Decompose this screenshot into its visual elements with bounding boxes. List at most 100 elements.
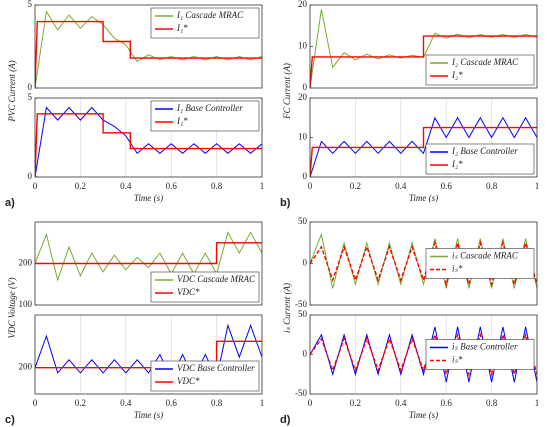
y-tick-label: 100: [19, 299, 33, 309]
panel-label: b): [280, 197, 291, 209]
series-group: [310, 9, 537, 88]
panel-label: c): [5, 414, 15, 426]
x-tick-label: 0.4: [395, 181, 407, 191]
axes-frame: [309, 4, 538, 89]
y-tick-label: 0: [303, 258, 308, 268]
legend-label: VDC Base Controller: [177, 363, 255, 373]
legend-label: I₂*: [451, 70, 463, 80]
data-line: [35, 242, 262, 265]
y-tick-label: 200: [19, 258, 33, 268]
y-tick-label: 5: [28, 92, 33, 102]
y-tick-label: -50: [295, 388, 307, 398]
legend-label: iₛ Base Controller: [452, 342, 518, 352]
x-axis-label: Time (s): [409, 193, 438, 203]
y-tick-label: 0: [303, 349, 308, 359]
x-tick-label: 0.6: [441, 181, 453, 191]
y-axis-label: PVC Current (A): [7, 60, 17, 122]
series-group: [310, 116, 537, 177]
axes-frame: [309, 314, 538, 395]
x-tick-label: 0: [33, 398, 38, 408]
axes-frame: [34, 97, 263, 178]
x-tick-label: 1: [260, 398, 265, 408]
legend-box: [150, 7, 260, 39]
x-tick-label: 0.2: [75, 398, 86, 408]
legend-label: VDC Cascade MRAC: [177, 274, 256, 284]
y-tick-label: 20: [298, 0, 308, 9]
axes-frame: [309, 221, 538, 306]
data-line: [35, 340, 262, 369]
y-axis-label: VDC Voltage (V): [7, 278, 17, 339]
legend-box: [425, 248, 535, 279]
y-tick-label: -50: [295, 299, 307, 309]
x-tick-label: 0.6: [166, 181, 178, 191]
legend-label: I₁ Cascade MRAC: [176, 10, 244, 20]
x-tick-label: 0: [308, 181, 313, 191]
x-tick-label: 0.2: [350, 181, 361, 191]
x-tick-label: 0.4: [120, 181, 132, 191]
y-tick-label: 5: [28, 0, 33, 9]
legend-box: [150, 271, 260, 303]
data-line: [310, 116, 537, 177]
x-tick-label: 0.2: [75, 181, 86, 191]
x-axis-label: Time (s): [134, 193, 163, 203]
y-tick-label: 200: [19, 362, 33, 372]
y-tick-label: 10: [298, 41, 308, 51]
x-tick-label: 0.8: [211, 181, 223, 191]
legend-label: I₂ Cascade MRAC: [451, 57, 519, 67]
x-axis-label: Time (s): [134, 410, 163, 420]
axes-frame: [34, 4, 263, 89]
axes-frame: [34, 314, 263, 395]
x-tick-label: 1: [535, 398, 540, 408]
legend-label: VDC*: [177, 287, 200, 297]
y-tick-label: 0: [303, 82, 308, 92]
data-line: [35, 113, 262, 177]
y-tick-label: 0: [303, 171, 308, 181]
data-line: [35, 323, 262, 380]
y-axis-label: FC Current (A): [282, 63, 292, 120]
y-tick-label: 50: [298, 216, 308, 226]
x-tick-label: 0.8: [486, 181, 498, 191]
y-tick-label: 0: [28, 171, 33, 181]
x-tick-label: 0.8: [211, 398, 223, 408]
data-line: [310, 126, 537, 177]
legend-label: VDC*: [177, 376, 200, 386]
data-line: [310, 35, 537, 88]
y-axis-label: iₛ Current (A): [282, 283, 292, 333]
legend-label: I₂*: [451, 159, 463, 169]
y-tick-label: 0: [28, 82, 33, 92]
legend-box: [425, 54, 535, 86]
panel-label: d): [280, 414, 291, 426]
legend-box: [425, 143, 535, 175]
axes-frame: [309, 97, 538, 178]
x-tick-label: 0.4: [120, 398, 132, 408]
legend-label: I₁ Base Controller: [176, 103, 243, 113]
legend-label: iₛ Cascade MRAC: [452, 251, 519, 261]
legend-box: [150, 360, 260, 392]
x-tick-label: 0.6: [441, 398, 453, 408]
legend-label: I₁*: [176, 116, 188, 126]
data-line: [35, 106, 262, 177]
legend-label: I₁*: [176, 23, 188, 33]
series-group: [35, 10, 262, 88]
series-group: [35, 106, 262, 177]
x-tick-label: 0.8: [486, 398, 498, 408]
x-tick-label: 0.4: [395, 398, 407, 408]
data-line: [35, 231, 262, 282]
x-tick-label: 0: [33, 181, 38, 191]
y-tick-label: 50: [298, 309, 308, 319]
x-tick-label: 1: [535, 181, 540, 191]
x-tick-label: 0.6: [166, 398, 178, 408]
legend-box: [150, 100, 260, 132]
x-tick-label: 0.2: [350, 398, 361, 408]
series-group: [35, 323, 262, 380]
x-tick-label: 0: [308, 398, 313, 408]
x-axis-label: Time (s): [409, 410, 438, 420]
legend-label: iₛ*: [452, 355, 463, 365]
series-group: [35, 231, 262, 282]
axes-frame: [34, 221, 263, 306]
legend-label: I₂ Base Controller: [451, 146, 518, 156]
y-tick-label: 20: [298, 92, 308, 102]
data-line: [35, 20, 262, 88]
legend-label: iₛ*: [452, 264, 463, 274]
